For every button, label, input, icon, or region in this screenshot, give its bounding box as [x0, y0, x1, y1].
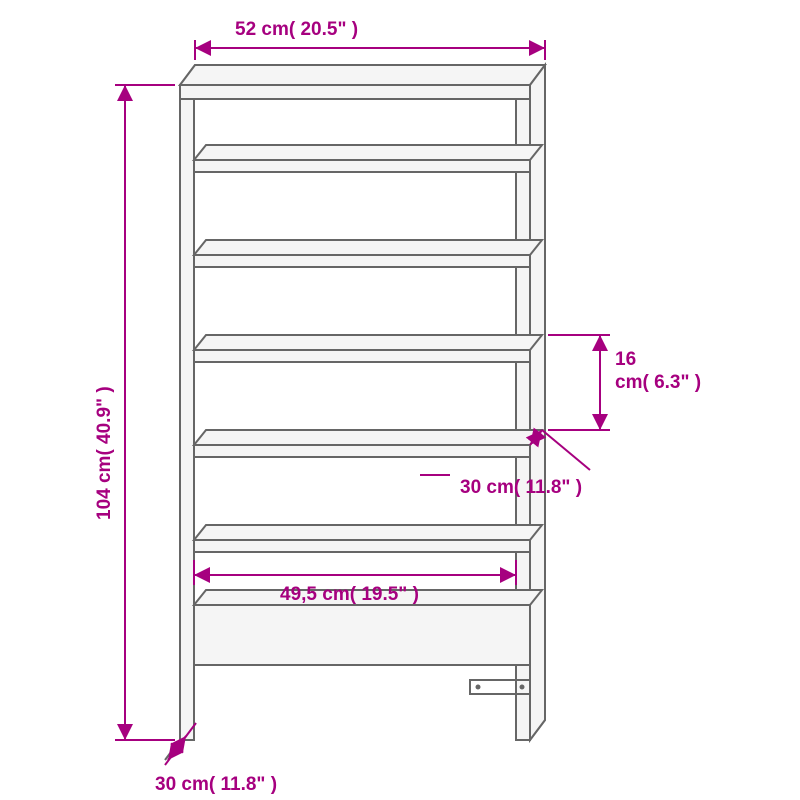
dim-shelf-gap: 16 cm( 6.3" ): [548, 335, 701, 430]
dim-height-left: 104 cm( 40.9" ): [94, 85, 175, 740]
dim-width-top-label: 52 cm( 20.5" ): [235, 19, 358, 40]
dim-depth-bottom: 30 cm( 11.8" ): [155, 723, 277, 795]
dim-height-left-label: 104 cm( 40.9" ): [94, 386, 115, 520]
dim-shelf-width-label: 49,5 cm( 19.5" ): [280, 584, 419, 605]
dim-width-top: 52 cm( 20.5" ): [195, 19, 545, 60]
dim-shelf-gap-label-1: 16: [615, 349, 636, 370]
furniture-drawing: [165, 65, 545, 760]
diagram-svg: 52 cm( 20.5" ) 104 cm( 40.9" ) 30 cm( 11…: [0, 0, 800, 800]
dim-depth-bottom-label: 30 cm( 11.8" ): [155, 774, 277, 795]
dim-shelf-depth-label: 30 cm( 11.8" ): [460, 477, 582, 498]
dim-shelf-gap-label-2: cm( 6.3" ): [615, 372, 701, 393]
